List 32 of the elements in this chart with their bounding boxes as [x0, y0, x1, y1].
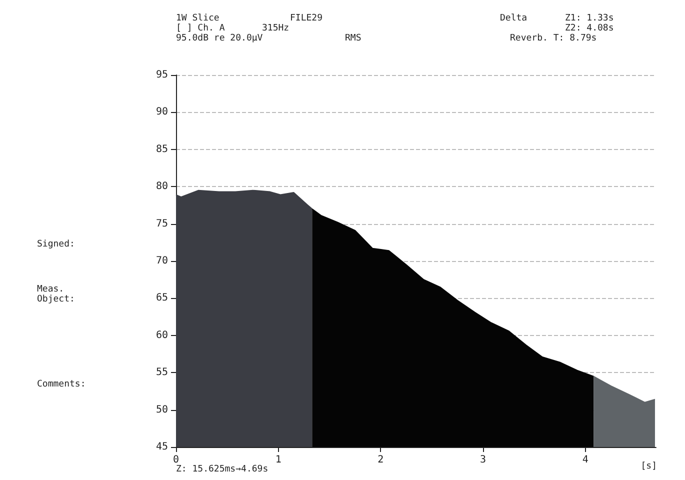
text: Z: 15.625ms→4.69s — [176, 464, 268, 474]
x-tick-label: 4 — [582, 454, 588, 466]
text: 1W Slice — [176, 14, 220, 24]
text: Comments: — [37, 380, 86, 390]
text: Reverb. T: 8.79s — [510, 34, 597, 44]
text: RMS — [345, 34, 362, 44]
x-tick-label: 0 — [172, 454, 180, 466]
y-tick-label: 90 — [156, 106, 168, 118]
x-tick-label: 1 — [275, 454, 282, 466]
x-tick-label: 3 — [480, 454, 486, 466]
text: FILE29 — [290, 14, 323, 24]
text: 315Hz — [262, 24, 290, 34]
y-tick-label: 80 — [156, 181, 168, 192]
y-tick-label: 75 — [156, 218, 168, 230]
y-tick-label: 95 — [156, 70, 168, 80]
text: [ ] Ch. A — [176, 24, 226, 34]
x-axis-title: [s] — [640, 462, 658, 472]
y-tick-label: 85 — [156, 144, 168, 155]
text: Object: — [37, 294, 75, 304]
text: Z1: 1.33s — [565, 14, 614, 24]
y-tick-label: 60 — [156, 330, 168, 341]
text: Meas. — [37, 284, 64, 294]
y-tick-label: 55 — [156, 367, 168, 378]
y-tick-label: 50 — [156, 404, 168, 416]
text: Delta — [500, 14, 528, 24]
text: Signed: — [37, 240, 75, 250]
y-tick-label: 65 — [156, 292, 168, 304]
y-tick-label: 45 — [156, 442, 168, 452]
text: Z2: 4.08s — [565, 24, 614, 34]
x-tick-label: 2 — [378, 454, 384, 466]
text: 95.0dB re 20.0µV — [176, 34, 264, 44]
y-tick-label: 70 — [156, 256, 168, 266]
